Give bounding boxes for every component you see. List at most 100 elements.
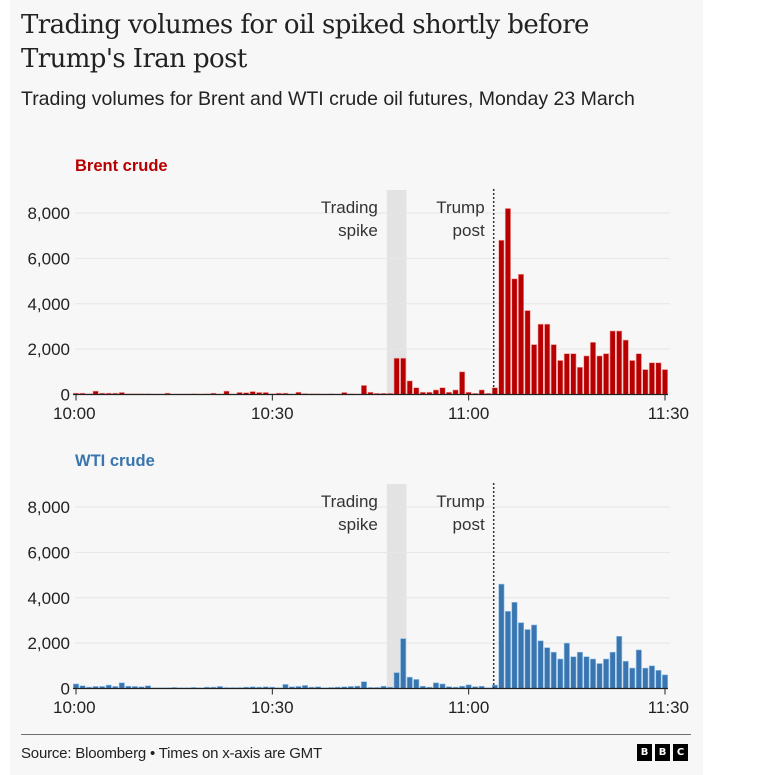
bbc-logo-letter: B — [655, 744, 670, 761]
bar — [406, 380, 413, 395]
bar — [642, 667, 649, 689]
bar — [432, 682, 439, 689]
y-tick-label: 2,000 — [27, 634, 70, 653]
bar — [616, 636, 623, 689]
y-tick-label: 8,000 — [27, 498, 70, 517]
trading-spike-label: spike — [338, 221, 378, 240]
bar — [537, 323, 544, 395]
bar — [603, 658, 610, 689]
bar — [498, 583, 505, 689]
y-tick-label: 6,000 — [27, 249, 70, 268]
x-tick-label: 11:00 — [448, 404, 489, 423]
bar — [413, 387, 420, 395]
bar — [118, 682, 125, 689]
bar — [550, 651, 557, 689]
y-tick-label: 4,000 — [27, 589, 70, 608]
bar — [662, 369, 668, 395]
footer-divider — [21, 734, 691, 735]
bar — [524, 310, 531, 395]
bar — [393, 672, 400, 689]
page-subtitle: Trading volumes for Brent and WTI crude … — [21, 88, 635, 110]
trading-spike-label: Trading — [321, 198, 378, 217]
trading-spike-label: spike — [338, 515, 378, 534]
bar — [537, 640, 544, 689]
bbc-logo-letter: C — [673, 744, 688, 761]
bar — [603, 353, 610, 395]
bar — [648, 362, 655, 395]
bar — [596, 663, 603, 689]
bar — [557, 360, 564, 395]
x-tick-label: 10:00 — [53, 404, 96, 423]
bar — [609, 330, 616, 395]
trading-spike-band — [386, 190, 407, 395]
bar — [413, 679, 420, 689]
bar — [524, 629, 531, 689]
bar — [590, 658, 596, 689]
bar — [642, 369, 649, 395]
bar — [511, 278, 518, 395]
trump-post-label: Trump — [436, 492, 485, 511]
x-tick-label: 11:30 — [648, 698, 689, 717]
bar — [570, 353, 577, 395]
page-title: Trading volumes for oil spiked shortly b… — [21, 10, 589, 74]
bar — [596, 355, 603, 395]
bar — [609, 651, 616, 689]
y-tick-label: 6,000 — [27, 543, 70, 562]
bar — [518, 622, 524, 689]
trading-spike-band — [386, 484, 407, 689]
bar — [498, 239, 505, 395]
x-tick-label: 10:30 — [251, 698, 294, 717]
chart-title: Brent crude — [75, 157, 168, 175]
bbc-logo-letter: B — [637, 744, 652, 761]
x-tick-label: 11:00 — [448, 698, 489, 717]
bar — [504, 611, 511, 689]
bar — [635, 649, 642, 689]
bar — [73, 683, 79, 689]
bar — [557, 658, 564, 689]
bar — [655, 670, 662, 689]
bar — [563, 642, 570, 689]
bar — [439, 683, 446, 689]
bar — [563, 353, 570, 395]
x-tick-label: 10:30 — [251, 404, 294, 423]
chart-title: WTI crude — [75, 452, 155, 470]
trump-post-label: Trump — [436, 198, 485, 217]
bar — [518, 273, 524, 395]
trump-post-label: post — [453, 515, 485, 534]
bar — [576, 366, 583, 395]
wti-chart: WTI crude 0 2,000 4,000 6,000 8,000 10:00 10:30… — [27, 452, 689, 717]
bar — [439, 387, 446, 395]
bar — [635, 353, 642, 395]
bar — [576, 651, 583, 689]
bar — [648, 665, 655, 689]
bar — [459, 371, 466, 395]
bar — [622, 339, 629, 395]
bar — [432, 389, 439, 395]
bar — [570, 656, 577, 689]
bar — [544, 647, 551, 689]
bar — [406, 676, 413, 689]
bar — [360, 385, 367, 395]
source-note: Source: Bloomberg • Times on x-axis are … — [21, 745, 322, 762]
bar — [504, 208, 511, 395]
trading-spike-label: Trading — [321, 492, 378, 511]
bar — [655, 362, 662, 395]
x-tick-label: 10:00 — [53, 698, 96, 717]
bar — [393, 357, 400, 395]
bar — [531, 344, 538, 395]
bar — [400, 638, 407, 689]
bar — [550, 344, 557, 395]
bar — [583, 355, 590, 395]
bar — [478, 389, 485, 395]
bar — [590, 342, 596, 395]
trump-post-label: post — [453, 221, 485, 240]
bar — [662, 674, 668, 689]
y-tick-label: 4,000 — [27, 295, 70, 314]
bar — [511, 601, 518, 689]
y-tick-label: 8,000 — [27, 204, 70, 223]
bar — [629, 360, 636, 395]
bbc-logo: B B C — [637, 744, 688, 761]
bar — [629, 667, 636, 689]
bar — [622, 660, 629, 689]
brent-chart: Brent crude 0 2,000 4,000 6,000 8,000 10:00 10:… — [27, 157, 689, 423]
